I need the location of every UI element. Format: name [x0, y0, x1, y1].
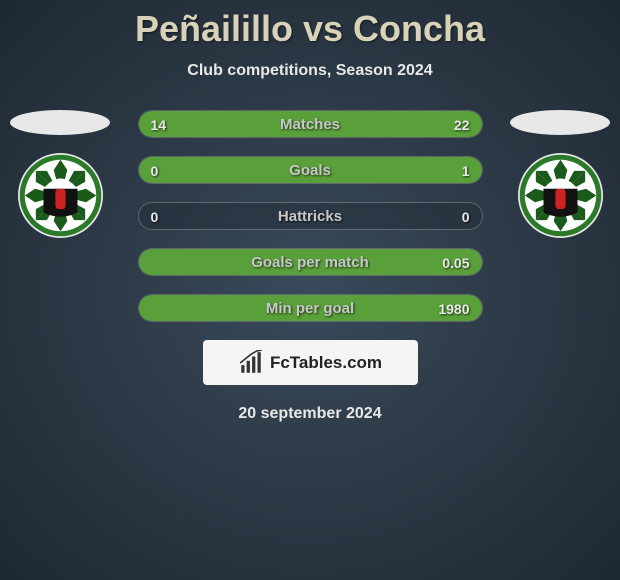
stat-row: 14Matches22	[138, 110, 483, 138]
subtitle: Club competitions, Season 2024	[0, 62, 620, 80]
stats-list: 14Matches220Goals10Hattricks0Goals per m…	[138, 110, 483, 322]
stat-row: Goals per match0.05	[138, 248, 483, 276]
page-title: Peñailillo vs Concha	[0, 0, 620, 50]
stat-row: Min per goal1980	[138, 294, 483, 322]
stat-row: 0Hattricks0	[138, 202, 483, 230]
stat-value-right: 0.05	[442, 249, 469, 276]
team-badge-left	[18, 153, 103, 238]
player-left-col	[0, 110, 120, 238]
brand-badge: FcTables.com	[203, 340, 418, 385]
stat-label: Min per goal	[139, 295, 482, 322]
player-right-col	[500, 110, 620, 238]
date-label: 20 september 2024	[0, 405, 620, 423]
badge-icon	[518, 153, 603, 238]
stat-value-right: 1	[462, 157, 470, 184]
player-right-placeholder	[510, 110, 610, 135]
chart-icon	[238, 350, 264, 376]
badge-icon	[18, 153, 103, 238]
team-badge-right	[518, 153, 603, 238]
comparison-panel: 14Matches220Goals10Hattricks0Goals per m…	[0, 110, 620, 423]
stat-label: Matches	[139, 111, 482, 138]
stat-value-right: 0	[462, 203, 470, 230]
stat-label: Hattricks	[139, 203, 482, 230]
player-left-placeholder	[10, 110, 110, 135]
stat-value-right: 1980	[438, 295, 469, 322]
brand-text: FcTables.com	[270, 353, 382, 373]
stat-label: Goals	[139, 157, 482, 184]
stat-row: 0Goals1	[138, 156, 483, 184]
stat-value-right: 22	[454, 111, 470, 138]
stat-label: Goals per match	[139, 249, 482, 276]
